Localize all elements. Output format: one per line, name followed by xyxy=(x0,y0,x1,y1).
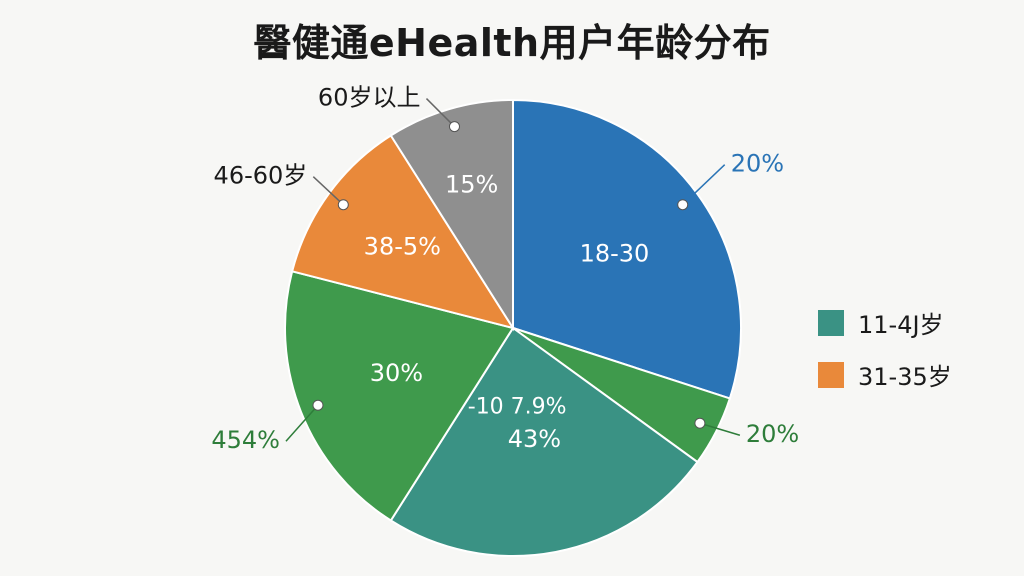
slice-label-6: 15% xyxy=(445,171,498,199)
legend-swatch-1 xyxy=(818,309,844,336)
leader-dot-6 xyxy=(448,121,460,133)
slice-label-4: 30% xyxy=(370,359,423,387)
leader-dot-5 xyxy=(337,199,349,211)
leader-line-2 xyxy=(699,422,741,436)
leader-line-1 xyxy=(682,164,726,206)
pie-slice-5 xyxy=(290,134,516,330)
legend-item-1: 11-4J岁 xyxy=(818,305,944,340)
leader-dot-2 xyxy=(694,417,706,429)
pie-slice-6 xyxy=(389,98,514,332)
slice-label-5: 38-5% xyxy=(364,233,441,261)
leader-line-6 xyxy=(425,98,456,128)
leader-dot-1 xyxy=(677,199,689,211)
chart-title: 醫健通eHealth用户年龄分布 xyxy=(253,21,771,65)
pie-slice-3 xyxy=(389,326,699,557)
legend-label-2: 31-35岁 xyxy=(858,363,952,391)
pie-slice-1 xyxy=(512,98,742,400)
outer-label-6: 60岁以上 xyxy=(318,84,421,112)
center-label: -10 7.9% xyxy=(468,395,567,420)
leader-dot-4 xyxy=(312,399,324,411)
outer-label-4: 454% xyxy=(211,426,280,454)
slice-label-3: 43% xyxy=(508,425,561,453)
legend-item-2: 31-35岁 xyxy=(818,357,952,392)
outer-label-2: 20% xyxy=(746,420,799,448)
outer-label-1: 20% xyxy=(731,150,784,178)
legend-label-1: 11-4J岁 xyxy=(858,311,944,339)
pie-slice-4 xyxy=(284,270,515,522)
leader-line-5 xyxy=(312,176,344,206)
slice-label-1: 18-30 xyxy=(580,239,650,267)
leader-line-4 xyxy=(285,404,319,442)
legend-swatch-2 xyxy=(818,361,844,388)
outer-label-5: 46-60岁 xyxy=(214,162,308,190)
